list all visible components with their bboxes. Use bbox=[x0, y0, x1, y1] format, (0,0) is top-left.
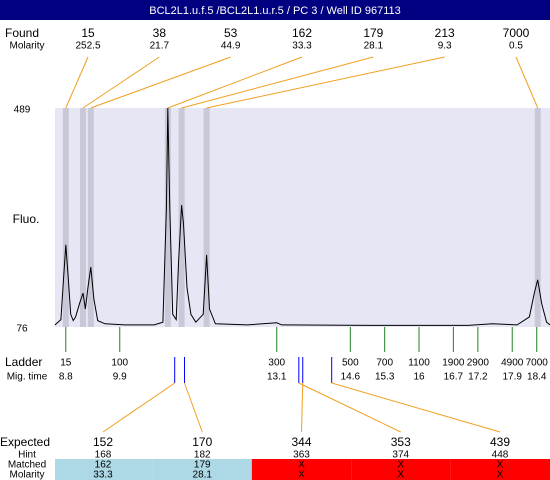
title-bar bbox=[0, 0, 550, 20]
trace bbox=[54, 107, 550, 326]
peak-link bbox=[82, 56, 160, 109]
hint: 374 bbox=[392, 450, 409, 461]
expected-size: 439 bbox=[490, 435, 510, 449]
peak-band bbox=[87, 108, 94, 327]
matched: 179 bbox=[194, 460, 211, 471]
found-size: 7000 bbox=[503, 26, 530, 40]
found-size: 179 bbox=[363, 26, 383, 40]
molarity: 33.3 bbox=[93, 470, 113, 480]
found-size: 38 bbox=[153, 26, 167, 40]
found-molarity: 33.3 bbox=[292, 41, 312, 52]
molarity: X bbox=[497, 470, 504, 480]
molarity: X bbox=[397, 470, 404, 480]
match-bg bbox=[251, 459, 352, 480]
peak-link bbox=[181, 56, 374, 109]
peak-band bbox=[79, 108, 86, 327]
hint: 363 bbox=[293, 450, 310, 461]
expected-link bbox=[301, 382, 304, 433]
hint: 448 bbox=[492, 450, 509, 461]
found-size: 15 bbox=[81, 26, 95, 40]
match-bg bbox=[351, 459, 451, 480]
molarity: X bbox=[298, 470, 305, 480]
molarity: 28.1 bbox=[193, 470, 213, 480]
title: BCL2L1.u.f.5 /BCL2L1.u.r.5 / PC 3 / Well… bbox=[149, 5, 401, 17]
expected-size: 170 bbox=[192, 435, 212, 449]
peak-link bbox=[206, 56, 445, 109]
ladder-time: 8.8 bbox=[59, 372, 73, 383]
y-tick-label: 76 bbox=[16, 324, 28, 335]
matched: X bbox=[298, 460, 305, 471]
found-molarity: 9.3 bbox=[438, 41, 452, 52]
hint: 168 bbox=[95, 450, 112, 461]
ladder-time: 9.9 bbox=[113, 372, 127, 383]
matched: 162 bbox=[95, 460, 112, 471]
ladder-time: 17.9 bbox=[502, 372, 522, 383]
ladder-time: 15.3 bbox=[375, 372, 395, 383]
ladder-size: 15 bbox=[60, 358, 72, 369]
found-size: 213 bbox=[435, 26, 455, 40]
found-molarity: 21.7 bbox=[150, 41, 170, 52]
ladder-size: 100 bbox=[111, 358, 128, 369]
expected-link bbox=[298, 382, 401, 433]
ladder-size: 2900 bbox=[467, 358, 490, 369]
peak-band bbox=[203, 108, 210, 327]
peak-link bbox=[90, 56, 231, 109]
ladder-size: 4900 bbox=[501, 358, 524, 369]
found-molarity: 28.1 bbox=[364, 41, 384, 52]
peak-band bbox=[164, 108, 171, 327]
found-molarity: 252.5 bbox=[75, 41, 100, 52]
expected-link bbox=[102, 382, 175, 433]
found-size: 162 bbox=[292, 26, 312, 40]
peak-link bbox=[167, 56, 303, 109]
hint: 182 bbox=[194, 450, 211, 461]
peak-band bbox=[62, 108, 69, 327]
ladder-time: 17.2 bbox=[468, 372, 488, 383]
peak-link bbox=[65, 56, 89, 109]
y-tick-label: 489 bbox=[14, 105, 31, 116]
ladder-time: 13.1 bbox=[267, 372, 287, 383]
ladder-label: Ladder bbox=[5, 355, 42, 369]
hint-label: Hint bbox=[18, 450, 36, 461]
peak-link bbox=[515, 56, 539, 109]
expected-size: 344 bbox=[291, 435, 311, 449]
ladder-time: 16.7 bbox=[444, 372, 464, 383]
expected-size: 353 bbox=[391, 435, 411, 449]
matched-label: Matched bbox=[8, 460, 46, 471]
molarity-label: Molarity bbox=[9, 470, 44, 480]
ladder-size: 1100 bbox=[408, 358, 430, 369]
ladder-time-label: Mig. time bbox=[7, 372, 48, 383]
expected-link bbox=[331, 382, 501, 433]
ladder-time: 14.6 bbox=[341, 372, 361, 383]
peak-band bbox=[534, 108, 541, 327]
plot-area bbox=[55, 108, 550, 327]
matched: X bbox=[397, 460, 404, 471]
ladder-size: 300 bbox=[268, 358, 285, 369]
ladder-time: 16 bbox=[413, 372, 425, 383]
y-axis-label: Fluo. bbox=[13, 212, 40, 226]
ladder-size: 700 bbox=[376, 358, 393, 369]
found-molarity: 44.9 bbox=[221, 41, 241, 52]
ladder-size: 7000 bbox=[526, 358, 549, 369]
ladder-size: 500 bbox=[342, 358, 359, 369]
expected-label: Expected bbox=[0, 435, 50, 449]
peak-band bbox=[178, 108, 185, 327]
found-size: 53 bbox=[224, 26, 238, 40]
ladder-time: 18.4 bbox=[527, 372, 547, 383]
match-bg bbox=[55, 459, 153, 480]
found-molarity: 0.5 bbox=[509, 41, 523, 52]
matched: X bbox=[497, 460, 504, 471]
found-label: Found bbox=[5, 26, 39, 40]
expected-link bbox=[184, 382, 203, 433]
match-bg bbox=[450, 459, 550, 480]
found-molarity-label: Molarity bbox=[9, 41, 44, 52]
match-bg bbox=[152, 459, 252, 480]
expected-size: 152 bbox=[93, 435, 113, 449]
ladder-size: 1900 bbox=[442, 358, 465, 369]
